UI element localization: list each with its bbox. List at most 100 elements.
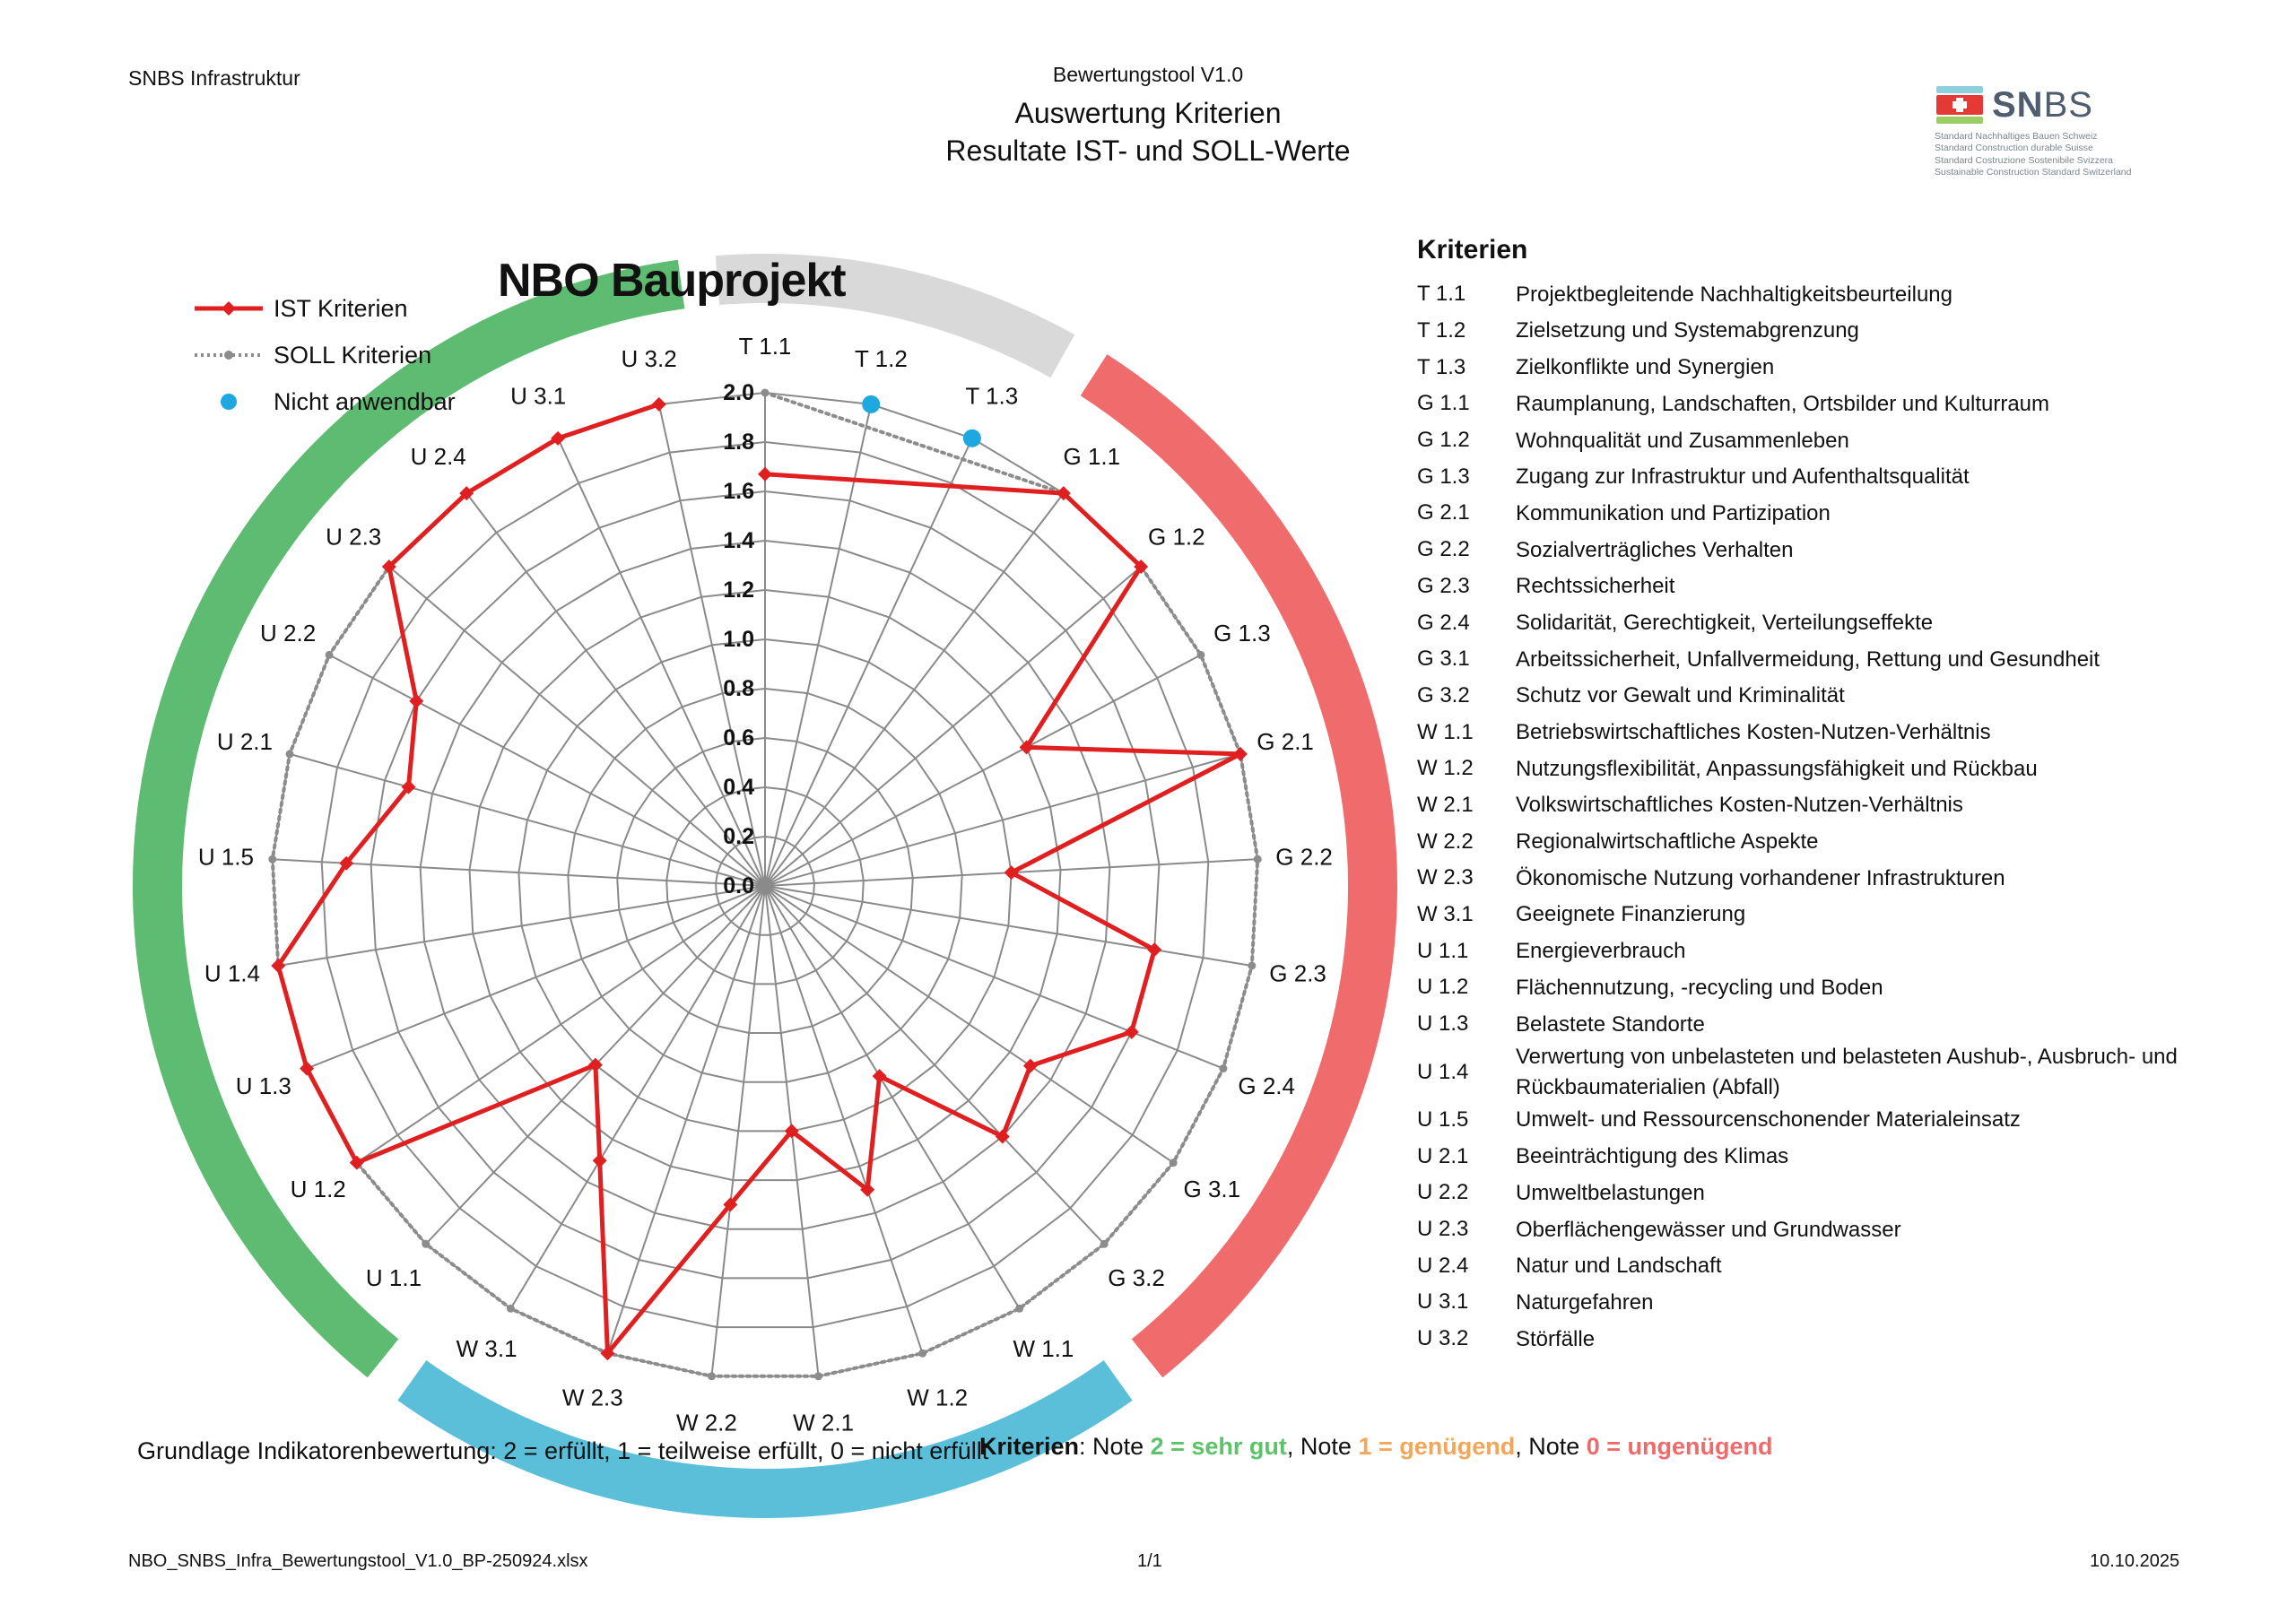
grid-spoke bbox=[764, 885, 1105, 1245]
category-label: W 1.2 bbox=[907, 1384, 968, 1411]
ist-point bbox=[1004, 865, 1019, 881]
logo-word-thin: BS bbox=[2043, 85, 2093, 125]
criteria-code: G 1.3 bbox=[1417, 464, 1470, 489]
category-label: G 2.2 bbox=[1275, 843, 1333, 870]
category-label: G 1.2 bbox=[1148, 523, 1205, 550]
grid-ring bbox=[567, 687, 963, 1083]
criteria-label: Belastete Standorte bbox=[1516, 1011, 1705, 1037]
ist-point bbox=[409, 693, 424, 708]
category-label: T 1.2 bbox=[855, 345, 908, 372]
criteria-row: U 2.4 Natur und Landschaft bbox=[1417, 1247, 2224, 1284]
grid-spoke bbox=[557, 438, 766, 887]
category-label: T 1.3 bbox=[965, 383, 1018, 410]
criteria-row: U 2.1 Beeinträchtigung des Klimas bbox=[1417, 1138, 2224, 1175]
group-band-g bbox=[1080, 354, 1397, 1378]
footer-date: 10.10.2025 bbox=[2090, 1551, 2180, 1571]
criteria-label: Energieverbrauch bbox=[1516, 939, 1686, 964]
ist-point bbox=[459, 486, 474, 501]
criteria-label: Geeignete Finanzierung bbox=[1516, 902, 1746, 927]
criteria-code: T 1.1 bbox=[1417, 282, 1466, 307]
criteria-row: U 2.3 Oberflächengewässer und Grundwasser bbox=[1417, 1211, 2224, 1248]
soll-point bbox=[918, 1349, 927, 1358]
category-label: U 1.5 bbox=[198, 843, 254, 870]
criteria-code: T 1.2 bbox=[1417, 318, 1466, 343]
category-labels: T 1.1 T 1.2 T 1.3 G 1.1 G 1.2 G 1.3 G 2.1 G 2.2… bbox=[198, 333, 1333, 1436]
radial-tick-label: 0.6 bbox=[723, 725, 754, 751]
criteria-code: T 1.3 bbox=[1417, 354, 1466, 379]
criteria-code: U 3.1 bbox=[1417, 1289, 1469, 1315]
radial-tick-label: 0.0 bbox=[723, 873, 754, 898]
soll-point bbox=[1253, 855, 1262, 864]
header-left-label: SNBS Infrastruktur bbox=[128, 66, 300, 90]
criteria-code: W 2.3 bbox=[1417, 865, 1474, 890]
grid-spoke bbox=[278, 885, 766, 967]
soll-point bbox=[1100, 1239, 1109, 1248]
grid-ring bbox=[468, 588, 1062, 1182]
criteria-label: Sozialverträgliches Verhalten bbox=[1516, 537, 1794, 562]
grade-note-sep: , Note bbox=[1515, 1433, 1587, 1460]
criteria-code: G 2.3 bbox=[1417, 573, 1470, 598]
criteria-label: Kommunikation und Partizipation bbox=[1516, 500, 1831, 525]
category-label: G 1.3 bbox=[1213, 620, 1271, 647]
criteria-row: U 3.1 Naturgefahren bbox=[1417, 1284, 2224, 1321]
grade-note: Kriterien: Note 2 = sehr gut, Note 1 = g… bbox=[979, 1433, 1773, 1461]
grid-spoke bbox=[764, 492, 1065, 887]
ist-point bbox=[1147, 942, 1162, 958]
criteria-label: Natur und Landschaft bbox=[1516, 1254, 1722, 1279]
criteria-label: Rechtssicherheit bbox=[1516, 574, 1675, 599]
criteria-row: W 1.2 Nutzungsflexibilität, Anpassungsfäh… bbox=[1417, 751, 2224, 787]
legend-na: Nicht anwendbar bbox=[193, 378, 456, 425]
criteria-code: G 1.2 bbox=[1417, 428, 1470, 453]
criteria-row: T 1.2 Zielsetzung und Systemabgrenzung bbox=[1417, 313, 2224, 350]
criteria-label: Raumplanung, Landschaften, Ortsbilder un… bbox=[1516, 391, 2050, 416]
criteria-label: Ökonomische Nutzung vorhandener Infrastr… bbox=[1516, 865, 2005, 890]
legend-ist-label: IST Kriterien bbox=[274, 294, 408, 322]
radial-tick-label: 0.4 bbox=[723, 775, 754, 800]
grid-spoke bbox=[764, 566, 1142, 887]
grid-ring bbox=[715, 835, 815, 936]
criteria-row: W 1.1 Betriebswirtschaftliches Kosten-Nut… bbox=[1417, 714, 2224, 751]
criteria-label: Regionalwirtschaftliche Aspekte bbox=[1516, 829, 1819, 855]
soll-point bbox=[1015, 1304, 1024, 1313]
logo-subtitle: Standard Nachhaltiges Bauen Schweiz Stan… bbox=[1935, 131, 2168, 179]
grade-bad: 0 = ungenügend bbox=[1586, 1433, 1773, 1460]
criteria-row: W 2.3 Ökonomische Nutzung vorhandener Inf… bbox=[1417, 860, 2224, 897]
ist-point bbox=[651, 396, 666, 412]
criteria-code: U 2.1 bbox=[1417, 1143, 1469, 1168]
radial-tick-label: 1.0 bbox=[723, 627, 754, 652]
criteria-code: U 1.3 bbox=[1417, 1011, 1469, 1037]
soll-point bbox=[506, 1304, 515, 1313]
category-label: W 2.2 bbox=[676, 1410, 737, 1436]
criteria-row: G 1.3 Zugang zur Infrastruktur und Aufent… bbox=[1417, 458, 2224, 495]
criteria-row: U 1.1 Energieverbrauch bbox=[1417, 933, 2224, 969]
na-point bbox=[962, 429, 981, 447]
grid-ring bbox=[320, 440, 1210, 1329]
legend-ist-line-icon bbox=[195, 301, 263, 316]
ist-point bbox=[1124, 1024, 1139, 1039]
legend-soll: SOLL Kriterien bbox=[193, 332, 456, 378]
legend-na-dot-icon bbox=[221, 394, 237, 410]
grid-spoke bbox=[764, 752, 1241, 887]
criteria-label: Zugang zur Infrastruktur und Aufenthalts… bbox=[1516, 464, 1970, 490]
snbs-logo: SNBS Standard Nachhaltiges Bauen Schweiz… bbox=[1935, 85, 2168, 179]
criteria-label: Projektbegleitende Nachhaltigkeitsbeurte… bbox=[1516, 282, 1952, 307]
criteria-row: U 1.3 Belastete Standorte bbox=[1417, 1006, 2224, 1043]
legend-na-label: Nicht anwendbar bbox=[274, 387, 456, 415]
na-point bbox=[862, 395, 881, 413]
criteria-row: W 2.2 Regionalwirtschaftliche Aspekte bbox=[1417, 823, 2224, 860]
criteria-label: Beeinträchtigung des Klimas bbox=[1516, 1144, 1789, 1169]
ist-series bbox=[271, 396, 1248, 1361]
grid-spoke bbox=[764, 885, 1224, 1070]
soll-point bbox=[1196, 650, 1205, 659]
radial-tick-label: 2.0 bbox=[723, 380, 754, 405]
soll-point bbox=[814, 1372, 822, 1381]
grid-spoke bbox=[328, 654, 766, 887]
soll-point bbox=[325, 650, 334, 659]
criteria-code: G 2.1 bbox=[1417, 500, 1470, 525]
soll-point bbox=[422, 1239, 430, 1248]
category-label: G 2.4 bbox=[1238, 1072, 1295, 1099]
soll-point bbox=[761, 388, 770, 397]
radial-tick-label: 1.6 bbox=[723, 479, 754, 504]
criteria-code: G 2.2 bbox=[1417, 537, 1470, 562]
criteria-row: G 2.4 Solidarität, Gerechtigkeit, Verteil… bbox=[1417, 604, 2224, 641]
